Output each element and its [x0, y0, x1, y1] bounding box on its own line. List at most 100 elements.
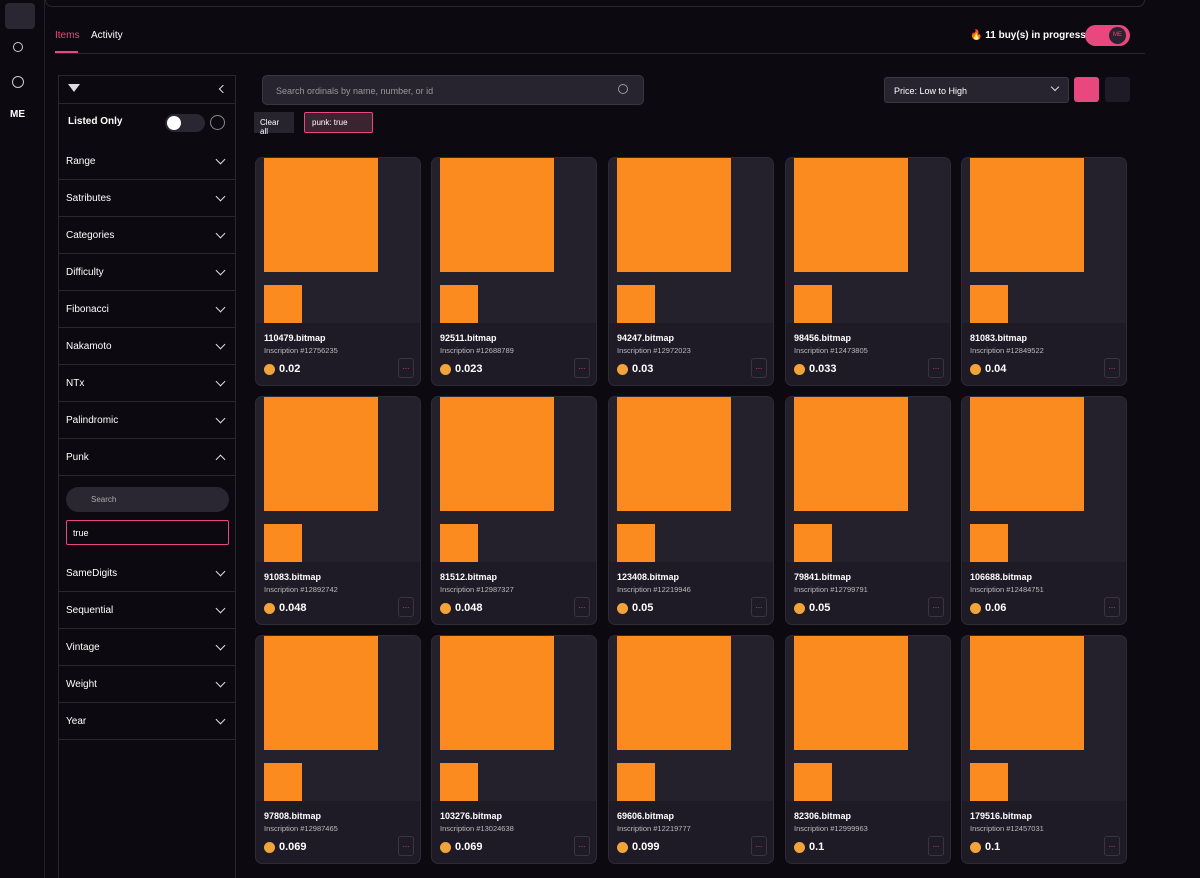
bitmap-block — [970, 763, 1008, 801]
grid-view-button[interactable] — [1074, 77, 1099, 102]
item-card[interactable]: 98456.bitmap Inscription #12473805 0.033..… — [785, 157, 951, 386]
inscription: Inscription #13024638 — [440, 824, 514, 833]
bitmap-block — [264, 636, 378, 750]
tab-activity[interactable]: Activity — [91, 30, 123, 41]
more-button[interactable]: ... — [1104, 597, 1120, 617]
item-name: 179516.bitmap — [970, 811, 1033, 821]
clear-all-button[interactable]: Clear all — [254, 112, 294, 136]
btc-icon — [617, 842, 628, 853]
bitmap-block — [970, 397, 1084, 511]
help-icon[interactable] — [210, 115, 225, 130]
item-card[interactable]: 81512.bitmap Inscription #12987327 0.048..… — [431, 396, 597, 625]
filter-section[interactable]: Range — [58, 143, 236, 180]
item-card[interactable]: 92511.bitmap Inscription #12688789 0.023..… — [431, 157, 597, 386]
inscription: Inscription #12473805 — [794, 346, 868, 355]
inscription: Inscription #12219946 — [617, 585, 691, 594]
bitmap-block — [970, 285, 1008, 323]
home-icon[interactable] — [5, 3, 35, 29]
item-card[interactable]: 94247.bitmap Inscription #12972023 0.03... — [608, 157, 774, 386]
more-button[interactable]: ... — [1104, 358, 1120, 378]
item-name: 110479.bitmap — [264, 333, 326, 343]
active-filter-chip[interactable]: punk: true — [304, 112, 373, 133]
inscription: Inscription #12892742 — [264, 585, 338, 594]
more-button[interactable]: ... — [1104, 836, 1120, 856]
more-button[interactable]: ... — [574, 358, 590, 378]
item-card[interactable]: 97808.bitmap Inscription #12987465 0.069..… — [255, 635, 421, 864]
more-button[interactable]: ... — [928, 836, 944, 856]
filter-section[interactable]: Difficulty — [58, 254, 236, 291]
item-card[interactable]: 82306.bitmap Inscription #12999963 0.1... — [785, 635, 951, 864]
bitmap-block — [264, 524, 302, 562]
more-button[interactable]: ... — [751, 597, 767, 617]
btc-icon — [794, 364, 805, 375]
filter-section[interactable]: Nakamoto — [58, 328, 236, 365]
item-name: 98456.bitmap — [794, 333, 852, 343]
filter-section[interactable]: Palindromic — [58, 402, 236, 439]
filter-icon[interactable] — [68, 84, 80, 92]
more-button[interactable]: ... — [928, 358, 944, 378]
more-button[interactable]: ... — [398, 358, 414, 378]
filter-section[interactable]: Punk — [58, 439, 236, 476]
section-label: Range — [66, 155, 96, 167]
item-card[interactable]: 79841.bitmap Inscription #12799791 0.05... — [785, 396, 951, 625]
section-label: Vintage — [66, 641, 100, 653]
buy-toggle[interactable]: ME — [1085, 25, 1130, 46]
filter-section[interactable]: Categories — [58, 217, 236, 254]
filter-section[interactable]: Vintage — [58, 629, 236, 666]
item-card[interactable]: 81083.bitmap Inscription #12849522 0.04... — [961, 157, 1127, 386]
listed-only-toggle[interactable] — [165, 114, 205, 132]
more-button[interactable]: ... — [398, 597, 414, 617]
inscription: Inscription #12987465 — [264, 824, 338, 833]
item-card[interactable]: 123408.bitmap Inscription #12219946 0.05..… — [608, 396, 774, 625]
filter-section[interactable]: NTx — [58, 365, 236, 402]
item-card[interactable]: 110479.bitmap Inscription #12756235 0.02..… — [255, 157, 421, 386]
item-card[interactable]: 91083.bitmap Inscription #12892742 0.048..… — [255, 396, 421, 625]
logo[interactable]: ME — [10, 109, 25, 120]
filter-header — [58, 75, 236, 104]
filter-section[interactable]: Satributes — [58, 180, 236, 217]
more-button[interactable]: ... — [928, 597, 944, 617]
section-label: Categories — [66, 229, 115, 241]
filter-section[interactable]: Fibonacci — [58, 291, 236, 328]
bitmap-block — [794, 285, 832, 323]
buy-status[interactable]: 🔥 11 buy(s) in progress... — [970, 30, 1095, 41]
list-view-button[interactable] — [1105, 77, 1130, 102]
search-input[interactable]: Search ordinals by name, number, or id — [262, 75, 644, 105]
top-bar — [45, 0, 1145, 7]
toggle-knob — [167, 116, 181, 130]
item-card[interactable]: 179516.bitmap Inscription #12457031 0.1... — [961, 635, 1127, 864]
tab-items[interactable]: Items — [55, 30, 80, 41]
price: 0.05 — [632, 602, 654, 614]
bitmap-block — [794, 636, 908, 750]
bitmap-block — [440, 158, 554, 272]
price: 0.048 — [279, 602, 307, 614]
btc-icon — [440, 364, 451, 375]
help-icon[interactable] — [12, 76, 24, 88]
more-button[interactable]: ... — [751, 358, 767, 378]
more-button[interactable]: ... — [574, 597, 590, 617]
price: 0.02 — [279, 363, 301, 375]
collapse-icon[interactable] — [218, 84, 228, 94]
more-button[interactable]: ... — [751, 836, 767, 856]
bitmap-block — [970, 158, 1084, 272]
chevron — [215, 566, 226, 577]
sort-dropdown[interactable]: Price: Low to High — [884, 77, 1069, 103]
more-button[interactable]: ... — [398, 836, 414, 856]
item-card[interactable]: 69606.bitmap Inscription #12219777 0.099..… — [608, 635, 774, 864]
more-button[interactable]: ... — [574, 836, 590, 856]
chevron — [215, 640, 226, 651]
filter-section[interactable]: Year — [58, 703, 236, 740]
filter-section[interactable]: Sequential — [58, 592, 236, 629]
punk-value[interactable]: true — [66, 520, 229, 545]
filter-section[interactable]: SameDigits — [58, 555, 236, 592]
chevron — [215, 228, 226, 239]
inscription: Inscription #12688789 — [440, 346, 514, 355]
item-card[interactable]: 106688.bitmap Inscription #12484751 0.06..… — [961, 396, 1127, 625]
item-card[interactable]: 103276.bitmap Inscription #13024638 0.069.… — [431, 635, 597, 864]
section-label: Fibonacci — [66, 303, 109, 315]
punk-search[interactable]: Search — [66, 487, 229, 512]
price: 0.04 — [985, 363, 1007, 375]
award-icon[interactable] — [13, 42, 23, 52]
filter-section[interactable]: Weight — [58, 666, 236, 703]
chevron — [215, 339, 226, 350]
